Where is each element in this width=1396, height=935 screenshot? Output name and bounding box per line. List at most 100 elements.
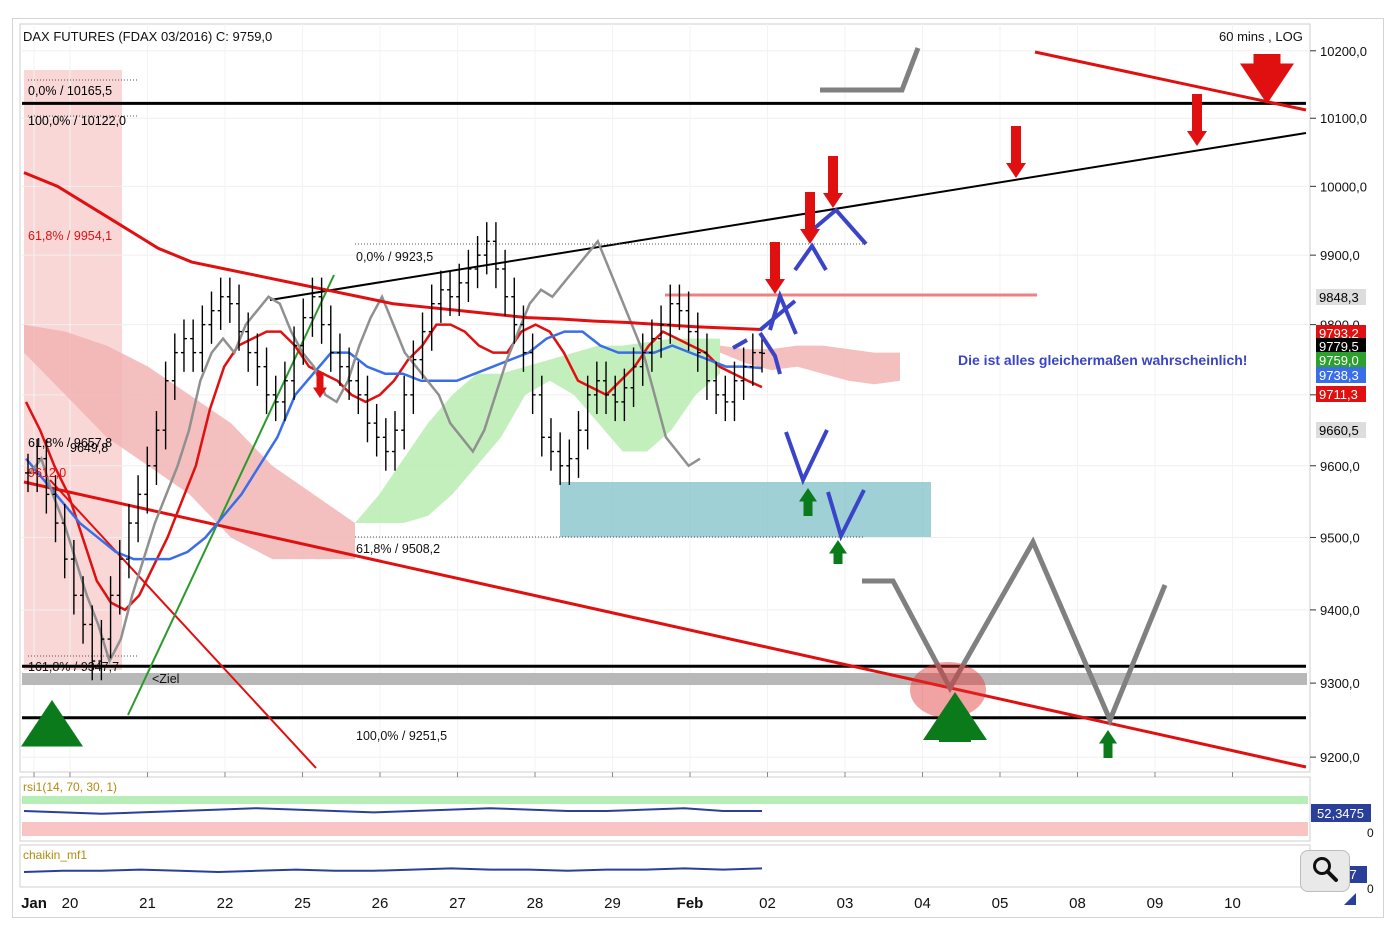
x-tick-label: 08	[1069, 895, 1086, 912]
price-tag	[1316, 367, 1366, 383]
chart-title: DAX FUTURES (FDAX 03/2016) C: 9759,0	[23, 29, 272, 44]
x-tick-label: 27	[449, 895, 466, 912]
x-tick-label: 05	[992, 895, 1009, 912]
down-arrow	[805, 192, 815, 230]
fib-label: 9649,8	[70, 441, 108, 455]
x-tick-label: 10	[1224, 895, 1241, 912]
down-arrow	[1192, 94, 1202, 132]
y-tick-label: 10000,0	[1320, 179, 1367, 194]
x-tick-label: 29	[604, 895, 621, 912]
y-tick-label: 9600,0	[1320, 459, 1360, 474]
down-arrow	[770, 242, 780, 280]
annotation-text: Die ist alles gleichermaßen wahrscheinli…	[958, 352, 1247, 368]
fib-label: 61,8% / 9657,8	[28, 436, 112, 450]
x-tick-label: 26	[372, 895, 389, 912]
up-arrow-head	[21, 700, 83, 747]
price-tag-label: 9793,2	[1319, 326, 1359, 341]
up-arrow-head	[1099, 730, 1117, 744]
price-tag-label: 9738,3	[1319, 368, 1359, 383]
price-tag	[1316, 325, 1366, 341]
x-tick-label: 04	[914, 895, 931, 912]
fib-label: 0,0% / 9923,5	[356, 250, 433, 264]
top-down-trendline	[1034, 50, 1307, 112]
price-tag	[1316, 422, 1366, 438]
price-tag-label: 9660,5	[1319, 423, 1359, 438]
up-arrow	[833, 552, 843, 564]
bear-cloud-forward	[720, 345, 900, 385]
tenkan-line	[24, 323, 763, 612]
price-tag-label: 9711,3	[1319, 387, 1358, 402]
x-tick-label: 28	[527, 895, 544, 912]
kijun-line	[25, 330, 763, 561]
x-tick-label: 22	[217, 895, 234, 912]
chaikin-panel	[19, 844, 1311, 888]
zoom-button[interactable]	[1300, 850, 1350, 892]
rsi-value: 52,3475	[1317, 806, 1364, 821]
fib-label: <Ziel	[152, 672, 179, 686]
upper-trendline	[269, 132, 1307, 301]
down-arrow-head	[765, 279, 785, 294]
rsi-overbought-band	[22, 796, 1308, 804]
x-tick-label: 09	[1147, 895, 1164, 912]
down-arrow-head	[1187, 131, 1207, 146]
fib-label: 61,8% / 9508,2	[356, 542, 440, 556]
magnifier-icon	[1311, 855, 1339, 888]
price-tag	[1316, 338, 1366, 354]
down-arrow-head	[823, 193, 843, 208]
price-tag	[1316, 352, 1366, 368]
x-tick-label: 21	[139, 895, 156, 912]
fib-label: 9612,0	[28, 466, 66, 480]
x-tick-label: Jan	[21, 895, 47, 912]
x-tick-label: 25	[294, 895, 311, 912]
y-tick-label: 9500,0	[1320, 530, 1360, 545]
chikou-line	[29, 238, 701, 665]
price-tag	[1316, 386, 1366, 402]
y-axis: 10200,010100,010000,09900,09800,09700,09…	[1310, 44, 1367, 765]
price-tag-label: 9848,3	[1319, 290, 1359, 305]
y-tick-label: 9300,0	[1320, 676, 1360, 691]
rsi-oversold-band	[22, 822, 1308, 836]
y-tick-label: 9200,0	[1320, 750, 1360, 765]
price-tag	[1316, 289, 1366, 305]
rsi-value-tag	[1311, 804, 1371, 822]
moving-average-line	[23, 171, 763, 332]
y-tick-label: 10100,0	[1320, 111, 1367, 126]
down-arrow-head	[313, 387, 327, 398]
chart-settings-icon[interactable]	[1344, 893, 1356, 905]
down-arrow	[1011, 126, 1021, 164]
fib-label: 161,8% / 9347,7	[28, 660, 119, 674]
chaikin-label: chaikin_mf1	[23, 848, 87, 862]
chaikin-zero: 0	[1367, 882, 1374, 896]
down-arrow-head	[1240, 63, 1294, 104]
target-zone-box	[560, 482, 931, 537]
grid	[20, 24, 1310, 772]
fib-label: 100,0% / 10122,0	[28, 114, 126, 128]
signal-arrows	[21, 54, 1294, 758]
fib-dotted-lines	[28, 79, 865, 657]
ichimoku-cloud	[24, 324, 900, 560]
support-band	[22, 673, 1307, 685]
up-arrow	[1103, 742, 1113, 758]
rsi-line	[23, 807, 762, 815]
x-tick-label: 03	[837, 895, 854, 912]
up-arrow	[939, 736, 971, 742]
x-tick-label: 20	[62, 895, 79, 912]
steep-down-trendline	[49, 479, 317, 769]
up-arrow-head	[829, 540, 847, 554]
plot-area	[19, 23, 1311, 773]
fib-label: 100,0% / 9251,5	[356, 729, 447, 743]
bear-cloud	[24, 324, 355, 560]
up-arrow	[803, 500, 813, 516]
fib-labels: 0,0% / 10165,5 100,0% / 10122,0 61,8% / 99…	[28, 84, 447, 743]
indicator-lines	[23, 171, 763, 665]
down-arrow-head	[800, 229, 820, 244]
price-tag-label: 9759,0	[1319, 353, 1359, 368]
down-arrow	[828, 156, 838, 194]
price-tag-label: 9779,5	[1319, 339, 1359, 354]
up-arrow-head	[923, 692, 987, 740]
y-tick-label: 9400,0	[1320, 603, 1360, 618]
rsi-label: rsi1(14, 70, 30, 1)	[23, 780, 117, 794]
fib-label: 61,8% / 9954,1	[28, 229, 112, 243]
